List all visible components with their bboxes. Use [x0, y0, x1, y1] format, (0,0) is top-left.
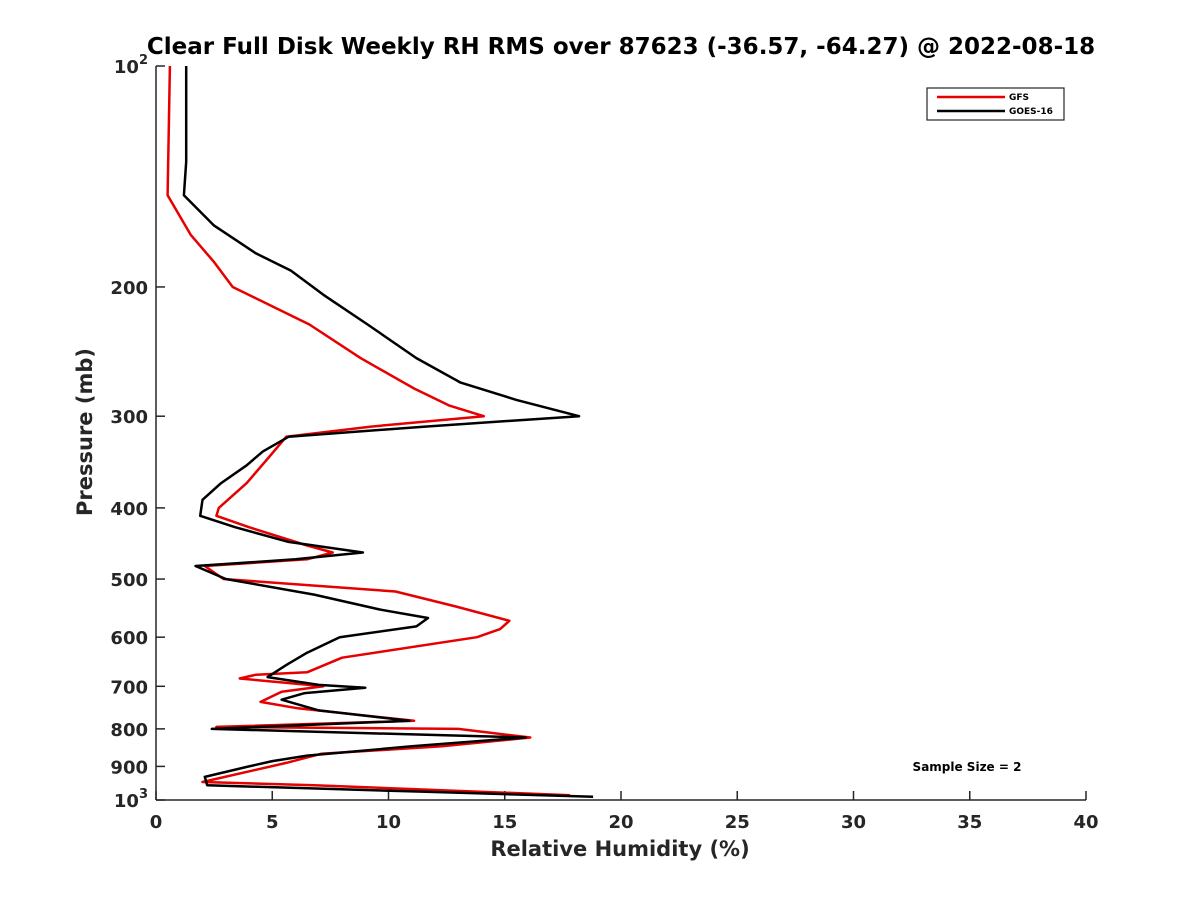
y-axis-label: Pressure (mb)	[73, 348, 97, 516]
x-tick-label: 15	[492, 812, 517, 833]
y-tick-label: 103	[114, 787, 148, 812]
x-tick-label: 5	[266, 812, 279, 833]
x-tick-label: 25	[725, 812, 750, 833]
legend-entry: GFS	[1009, 93, 1029, 103]
legend-box	[926, 87, 1065, 121]
x-tick-label: 40	[1073, 812, 1098, 833]
x-tick-label: 35	[957, 812, 982, 833]
legend-entry: GOES-16	[1009, 107, 1053, 117]
series-line-goes-16	[182, 66, 594, 799]
y-tick-label: 200	[110, 278, 148, 299]
x-tick-label: 20	[608, 812, 633, 833]
y-tick-label: 800	[110, 720, 148, 741]
series-line-gfs	[166, 65, 570, 797]
y-tick-label: 300	[110, 407, 148, 428]
y-tick-label: 102	[114, 53, 148, 78]
y-tick-label: 400	[110, 499, 148, 520]
y-tick-label: 500	[110, 570, 148, 591]
legend: GFS GOES-16	[926, 87, 1065, 121]
chart-title: Clear Full Disk Weekly RH RMS over 87623…	[147, 34, 1095, 60]
x-tick-label: 0	[150, 812, 163, 833]
x-tick-label: 30	[841, 812, 866, 833]
x-axis-label: Relative Humidity (%)	[490, 837, 749, 861]
x-tick-label: 10	[376, 812, 401, 833]
sample-size-annotation: Sample Size = 2	[913, 760, 1022, 774]
y-tick-label: 900	[110, 757, 148, 778]
y-tick-label: 700	[110, 677, 148, 698]
y-tick-label: 600	[110, 628, 148, 649]
